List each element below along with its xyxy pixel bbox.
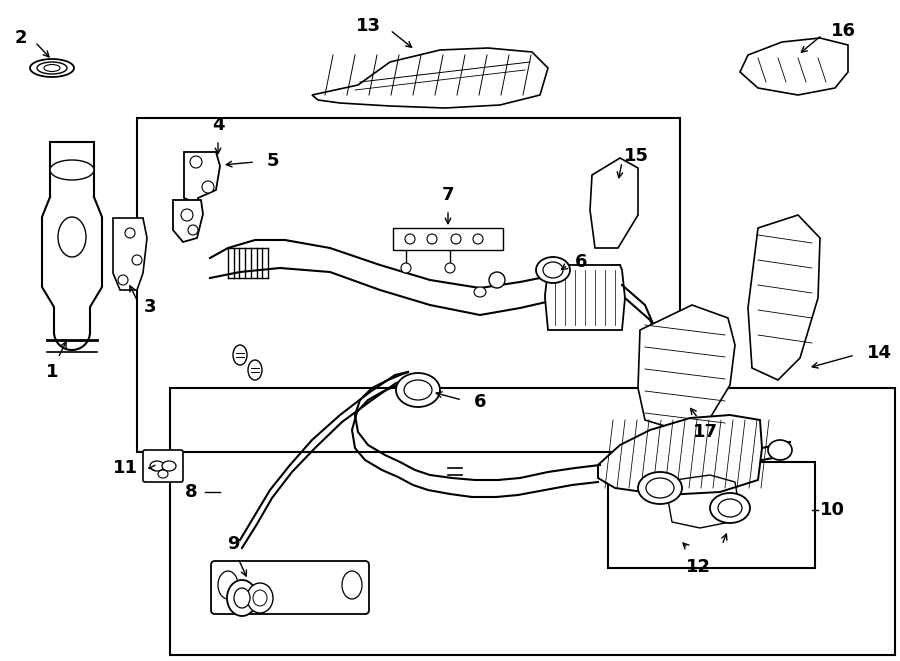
Ellipse shape <box>396 373 440 407</box>
Polygon shape <box>638 305 735 430</box>
Ellipse shape <box>233 345 247 365</box>
Ellipse shape <box>489 272 505 288</box>
Ellipse shape <box>404 380 432 400</box>
Text: 4: 4 <box>212 116 224 134</box>
Ellipse shape <box>342 571 362 599</box>
Text: 12: 12 <box>686 558 710 576</box>
Text: 1: 1 <box>47 364 58 381</box>
Ellipse shape <box>150 461 164 471</box>
Text: 11: 11 <box>113 459 138 477</box>
Ellipse shape <box>646 478 674 498</box>
Text: 17: 17 <box>693 423 718 441</box>
Ellipse shape <box>218 571 238 599</box>
Ellipse shape <box>188 225 198 235</box>
Ellipse shape <box>162 461 176 471</box>
Polygon shape <box>748 215 820 380</box>
Ellipse shape <box>427 234 437 244</box>
Polygon shape <box>113 218 147 290</box>
Ellipse shape <box>158 470 168 478</box>
Ellipse shape <box>768 440 792 460</box>
Ellipse shape <box>543 262 563 278</box>
Ellipse shape <box>118 275 128 285</box>
Ellipse shape <box>474 287 486 297</box>
Bar <box>170 388 895 655</box>
Bar <box>608 462 815 568</box>
Ellipse shape <box>30 59 74 77</box>
Text: 10: 10 <box>820 501 845 519</box>
Ellipse shape <box>718 499 742 517</box>
FancyBboxPatch shape <box>143 450 183 482</box>
Ellipse shape <box>247 583 273 613</box>
Text: 9: 9 <box>227 535 239 553</box>
Ellipse shape <box>181 209 193 221</box>
Text: 3: 3 <box>143 298 156 317</box>
Ellipse shape <box>405 234 415 244</box>
Ellipse shape <box>132 255 142 265</box>
Ellipse shape <box>227 580 257 616</box>
Polygon shape <box>740 38 848 95</box>
Ellipse shape <box>401 263 411 273</box>
Text: 8: 8 <box>185 483 198 501</box>
Text: 16: 16 <box>832 22 856 40</box>
Ellipse shape <box>248 360 262 380</box>
FancyBboxPatch shape <box>211 561 369 614</box>
Ellipse shape <box>190 156 202 168</box>
Ellipse shape <box>37 62 67 74</box>
Polygon shape <box>173 200 203 242</box>
Bar <box>137 118 680 452</box>
Ellipse shape <box>50 160 94 180</box>
Polygon shape <box>312 48 548 108</box>
Polygon shape <box>184 152 220 204</box>
Text: 6: 6 <box>575 253 588 271</box>
Text: 14: 14 <box>867 344 892 362</box>
Bar <box>393 228 503 250</box>
Ellipse shape <box>202 181 214 193</box>
Ellipse shape <box>445 263 455 273</box>
Ellipse shape <box>473 234 483 244</box>
Text: 6: 6 <box>473 393 486 410</box>
Ellipse shape <box>234 588 250 608</box>
Text: 15: 15 <box>625 147 650 165</box>
Text: 13: 13 <box>356 17 381 35</box>
Polygon shape <box>545 265 625 330</box>
Ellipse shape <box>253 590 267 606</box>
Text: 7: 7 <box>442 186 454 204</box>
Ellipse shape <box>451 234 461 244</box>
Ellipse shape <box>710 493 750 523</box>
Text: 2: 2 <box>14 28 27 47</box>
Polygon shape <box>598 415 762 495</box>
Ellipse shape <box>638 472 682 504</box>
Ellipse shape <box>58 217 86 257</box>
Ellipse shape <box>536 257 570 283</box>
Ellipse shape <box>44 65 60 71</box>
Text: 5: 5 <box>267 153 280 171</box>
Ellipse shape <box>125 228 135 238</box>
Polygon shape <box>590 158 638 248</box>
